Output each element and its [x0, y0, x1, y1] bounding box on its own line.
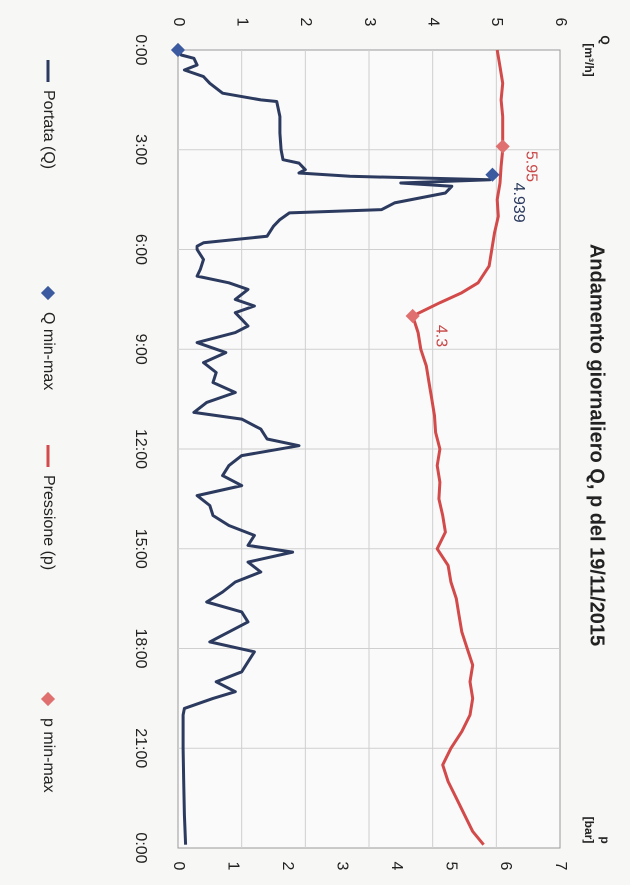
series-line-portata-q- — [176, 49, 492, 845]
p-axis-unit: [bar] — [582, 817, 596, 844]
chart-title: Andamento giornaliero Q, p del 19/11/201… — [586, 244, 608, 646]
q-axis-tick-label: 5 — [488, 18, 505, 27]
p-axis-tick-label: 1 — [224, 862, 241, 871]
legend-label: p min-max — [40, 718, 57, 793]
time-tick-label: 0:00 — [132, 832, 149, 863]
time-tick-label: 9:00 — [132, 334, 149, 365]
minmax-label: 4.3 — [432, 325, 449, 347]
legend-swatch-marker — [40, 285, 56, 301]
minmax-marker — [485, 167, 500, 182]
q-axis-tick-label: 6 — [552, 18, 569, 27]
series-line-pressione-p- — [411, 49, 505, 846]
q-axis-tick-label: 0 — [170, 18, 187, 27]
p-axis-tick-label: 4 — [388, 862, 405, 871]
minmax-marker — [405, 308, 420, 324]
time-tick-label: 12:00 — [132, 429, 149, 469]
minmax-label: 4.939 — [510, 183, 527, 223]
p-axis-tick-label: 3 — [333, 862, 350, 871]
p-axis-label: p — [598, 836, 612, 843]
p-axis-tick-label: 2 — [279, 862, 296, 871]
time-tick-label: 6:00 — [132, 234, 149, 265]
q-axis-tick-label: 1 — [233, 18, 250, 27]
q-axis-tick-label: 4 — [424, 18, 441, 27]
time-tick-label: 21:00 — [132, 728, 149, 768]
p-axis-tick-label: 0 — [170, 862, 187, 871]
minmax-marker — [495, 139, 510, 154]
legend-label: Q min-max — [40, 312, 57, 390]
q-axis-label: Q — [598, 35, 612, 44]
time-tick-label: 0:00 — [132, 34, 149, 65]
minmax-label: 5.95 — [522, 151, 539, 182]
q-axis-tick-label: 2 — [297, 18, 314, 27]
p-axis-tick-label: 5 — [443, 862, 460, 871]
legend-swatch-marker — [40, 691, 56, 707]
legend-label: Portata (Q) — [40, 90, 57, 169]
time-tick-label: 3:00 — [132, 134, 149, 165]
legend-label: Pressione (p) — [40, 475, 57, 570]
p-axis-tick-label: 7 — [552, 862, 569, 871]
time-tick-label: 15:00 — [132, 529, 149, 569]
time-tick-label: 18:00 — [132, 628, 149, 668]
q-axis-unit: [m³/h] — [582, 43, 596, 76]
p-axis-tick-label: 6 — [497, 862, 514, 871]
q-axis-tick-label: 3 — [361, 18, 378, 27]
